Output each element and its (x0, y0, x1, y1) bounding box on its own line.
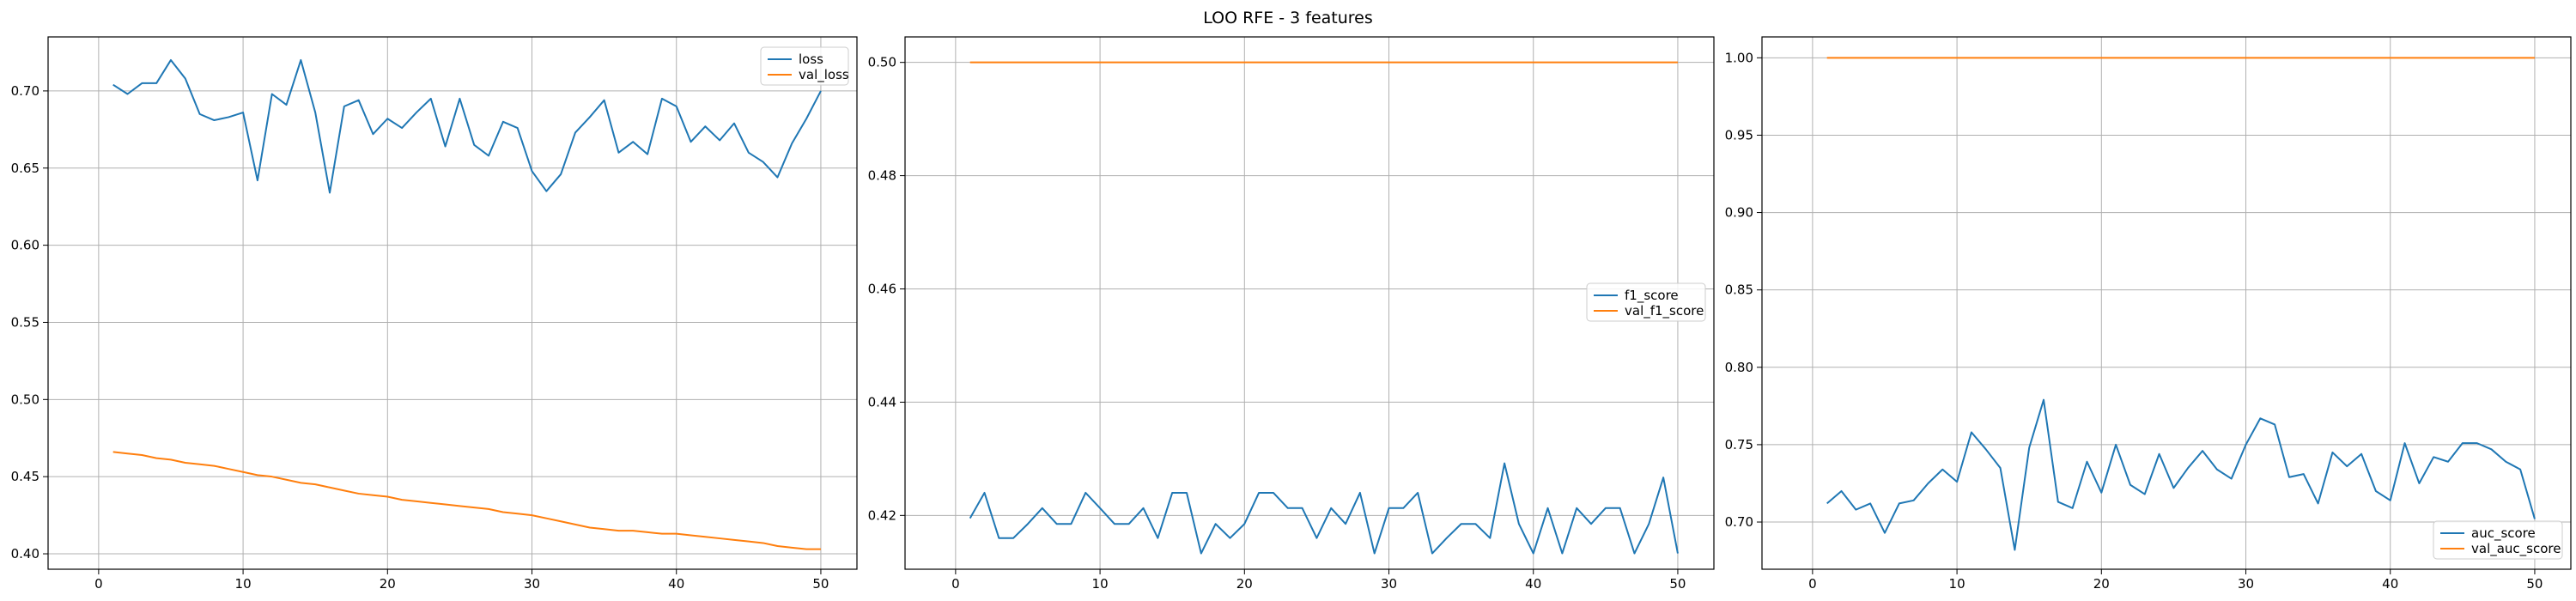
x-tick-label: 0 (1808, 576, 1817, 592)
x-tick-label: 10 (235, 576, 252, 592)
x-tick-label: 30 (1381, 576, 1397, 592)
y-tick-label: 0.65 (11, 161, 39, 176)
legend-box (2433, 520, 2563, 560)
y-tick-label: 0.48 (868, 168, 896, 184)
axes-frame (47, 36, 858, 570)
axes-frame (904, 36, 1715, 570)
x-tick-label: 40 (1525, 576, 1541, 592)
chart-panel-2: 0 10 20 30 40 50 0.42 0.44 0.46 0.48 0.50 f1_scorev… (868, 36, 1715, 592)
series-line-val-loss (112, 451, 821, 550)
x-tick-label: 50 (1669, 576, 1686, 592)
y-tick-label: 0.70 (11, 83, 39, 99)
y-tick-label: 0.50 (868, 55, 896, 70)
y-tick-label: 0.95 (1725, 127, 1753, 143)
y-tick-label: 0.70 (1725, 514, 1753, 530)
series-line-f1-score (969, 462, 1679, 555)
x-tick-label: 40 (668, 576, 684, 592)
legend-label: val_auc_score (2471, 541, 2561, 557)
figure-title: LOO RFE - 3 features (1203, 9, 1373, 27)
y-tick-label: 0.42 (868, 507, 896, 523)
legend-label: f1_score (1625, 288, 1679, 304)
x-tick-label: 20 (2093, 576, 2110, 592)
y-tick-label: 0.60 (11, 238, 39, 253)
y-tick-label: 0.90 (1725, 205, 1753, 221)
legend-label: val_loss (799, 67, 849, 83)
x-tick-label: 0 (94, 576, 103, 592)
y-tick-label: 0.45 (11, 469, 39, 484)
x-tick-label: 50 (812, 576, 829, 592)
chart-panel-1: 0 10 20 30 40 50 0.40 0.45 0.50 0.55 0.60 0.65 0.70 l… (11, 36, 858, 592)
x-tick-label: 20 (1236, 576, 1253, 592)
legend-label: loss (799, 52, 823, 67)
y-tick-label: 0.50 (11, 392, 39, 407)
y-tick-label: 0.85 (1725, 282, 1753, 298)
x-tick-label: 30 (524, 576, 540, 592)
x-tick-label: 50 (2526, 576, 2543, 592)
chart-panel-3: 0 10 20 30 40 50 0.70 0.75 0.80 0.85 0.90 0.95 1.00 a… (1725, 36, 2572, 592)
y-tick-label: 0.40 (11, 546, 39, 562)
x-tick-label: 0 (951, 576, 960, 592)
x-tick-label: 30 (2238, 576, 2254, 592)
series-line-loss (112, 58, 822, 194)
x-tick-label: 10 (1949, 576, 1965, 592)
y-tick-label: 0.44 (868, 394, 896, 410)
y-tick-label: 0.46 (868, 282, 896, 297)
y-tick-label: 0.75 (1725, 437, 1753, 452)
y-tick-label: 0.55 (11, 314, 39, 330)
legend-label: auc_score (2471, 525, 2536, 542)
legend-label: val_f1_score (1625, 303, 1704, 319)
axes-frame (1761, 36, 2572, 570)
series-line-auc-score (1826, 398, 2536, 551)
x-tick-label: 40 (2382, 576, 2398, 592)
x-tick-label: 20 (380, 576, 396, 592)
y-tick-label: 0.80 (1725, 360, 1753, 375)
x-tick-label: 10 (1092, 576, 1109, 592)
y-tick-label: 1.00 (1725, 50, 1753, 65)
